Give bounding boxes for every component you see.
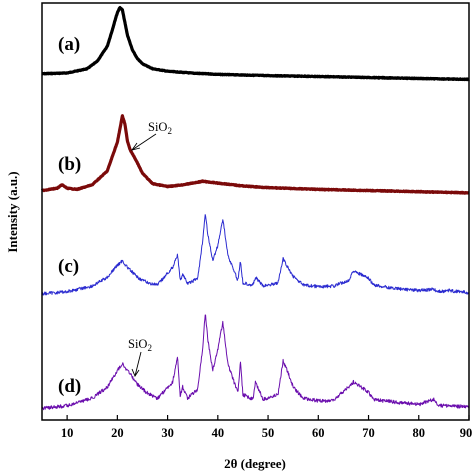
panel-label-c: (c) <box>58 256 79 277</box>
x-tick-label: 40 <box>212 426 225 440</box>
series-group <box>40 5 470 411</box>
sio2-annotation-d: SiO2 <box>128 337 152 377</box>
sio2-annotation-b: SiO2 <box>130 120 172 151</box>
x-tick-label: 70 <box>362 426 375 440</box>
plot-frame <box>41 2 470 421</box>
series-line-d <box>41 314 469 411</box>
sio2-annotation-d-arrow <box>134 351 142 377</box>
x-tick-label: 20 <box>111 426 124 440</box>
x-axis-ticks: 10 20 30 40 50 60 70 80 90 <box>61 415 472 440</box>
x-tick-label: 90 <box>460 426 473 440</box>
sio2-annotation-d-text: SiO2 <box>128 337 152 353</box>
series-line-a <box>40 5 470 82</box>
x-tick-label: 60 <box>312 426 325 440</box>
y-axis-title: Intensity (a.u.) <box>5 171 20 252</box>
series-line-b <box>40 114 470 195</box>
sio2-annotation-b-arrowhead <box>130 142 141 151</box>
x-tick-label: 30 <box>161 426 174 440</box>
x-tick-label: 80 <box>413 426 426 440</box>
sio2-annotation-b-text: SiO2 <box>148 120 172 136</box>
sio2-annotation-d-arrowhead <box>131 368 140 377</box>
x-tick-label: 50 <box>262 426 275 440</box>
panel-label-a: (a) <box>58 34 80 55</box>
x-tick-label: 10 <box>61 426 74 440</box>
series-line-c <box>41 214 470 296</box>
sio2-annotation-b-arrow <box>131 133 157 151</box>
x-axis-title: 2θ (degree) <box>224 456 286 471</box>
panel-label-b: (b) <box>58 154 81 175</box>
panel-label-d: (d) <box>58 376 81 397</box>
